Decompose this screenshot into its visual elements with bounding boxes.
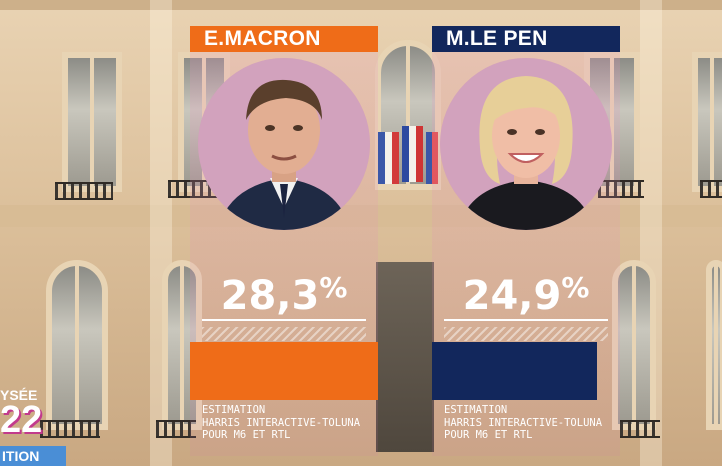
candidate-panel-le-pen: M.LE PEN 24,9% ESTIMATION HARRIS INTERAC… xyxy=(432,26,620,456)
balcony xyxy=(620,420,660,438)
channel-bug-band: ITION xyxy=(0,446,66,466)
channel-bug-title: YSÉE xyxy=(0,387,38,403)
balcony xyxy=(700,180,722,198)
balcony xyxy=(598,180,644,198)
source-line: HARRIS INTERACTIVE-TOLUNA xyxy=(202,416,361,429)
french-flags-icon xyxy=(378,126,438,184)
source-line: POUR M6 ET RTL xyxy=(202,429,291,441)
divider xyxy=(444,319,608,321)
macron-portrait-icon xyxy=(198,58,370,230)
window xyxy=(46,260,108,430)
vote-bar-macron xyxy=(190,342,378,400)
bar-track xyxy=(432,342,620,400)
vote-bar-le-pen xyxy=(432,342,598,400)
balcony xyxy=(55,182,113,200)
bar-track xyxy=(190,342,378,400)
window xyxy=(62,52,122,192)
balcony xyxy=(156,420,196,438)
balcony xyxy=(40,420,100,438)
source-note: ESTIMATION HARRIS INTERACTIVE-TOLUNA POU… xyxy=(202,404,360,442)
hatch-strip xyxy=(202,327,366,341)
window xyxy=(692,52,722,192)
channel-bug-year: 22 xyxy=(0,399,43,441)
le-pen-portrait-icon xyxy=(440,58,612,230)
source-line: ESTIMATION xyxy=(444,404,508,416)
candidate-name: M.LE PEN xyxy=(432,26,620,52)
entrance-door xyxy=(376,262,434,452)
source-line: ESTIMATION xyxy=(202,404,266,416)
candidate-name: E.MACRON xyxy=(190,26,378,52)
vote-percentage: 24,9% xyxy=(462,271,590,319)
source-line: HARRIS INTERACTIVE-TOLUNA xyxy=(444,416,603,429)
window xyxy=(706,260,722,430)
hatch-strip xyxy=(444,327,608,341)
divider xyxy=(202,319,366,321)
vote-percentage: 28,3% xyxy=(220,271,348,319)
source-note: ESTIMATION HARRIS INTERACTIVE-TOLUNA POU… xyxy=(444,404,602,442)
candidate-panel-macron: E.MACRON 28,3% ESTIMATION HARRIS INTERAC… xyxy=(190,26,378,456)
cornice-top xyxy=(0,0,722,10)
source-line: POUR M6 ET RTL xyxy=(444,429,533,441)
